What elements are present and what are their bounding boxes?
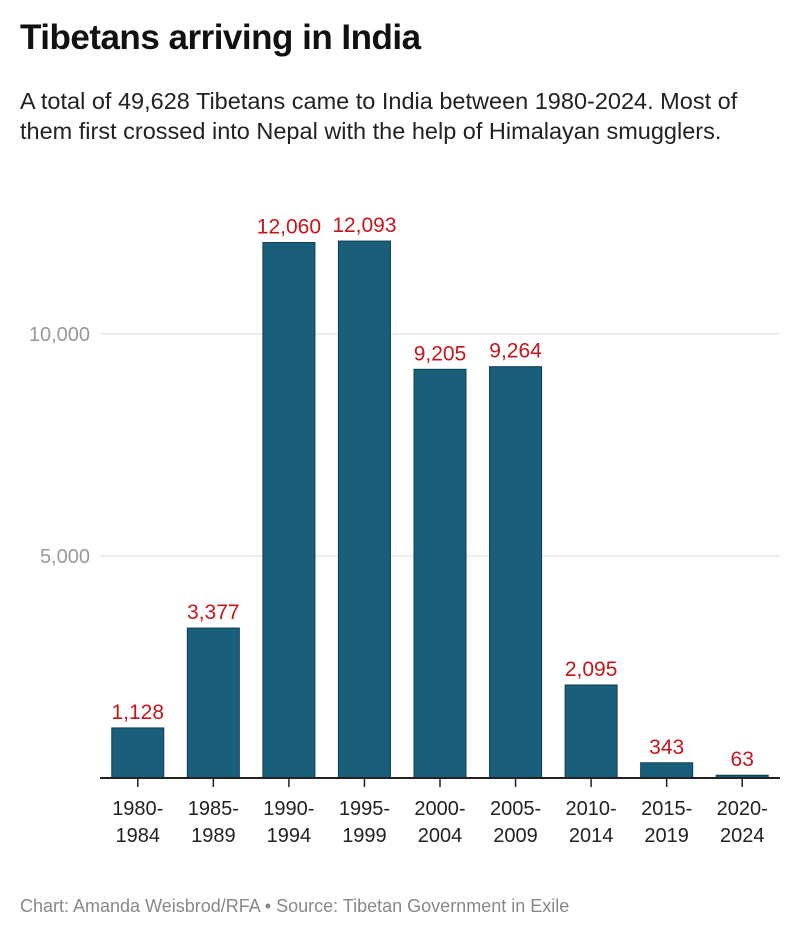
bar xyxy=(489,366,543,779)
x-tick-label: 2015- xyxy=(641,798,692,820)
bar xyxy=(337,240,391,779)
x-tick-label: 2020- xyxy=(717,798,768,820)
data-label: 12,093 xyxy=(332,214,396,237)
bar xyxy=(262,242,316,779)
x-tick-label: 1990- xyxy=(263,798,314,820)
x-tick-label: 1980- xyxy=(112,798,163,820)
data-label: 343 xyxy=(649,736,684,759)
data-label: 3,377 xyxy=(187,601,240,624)
y-tick-label: 10,000 xyxy=(29,324,90,346)
bar xyxy=(413,368,467,779)
chart-title: Tibetans arriving in India xyxy=(20,18,421,57)
x-tick-label: 2004 xyxy=(418,825,463,847)
x-tick-label: 1999 xyxy=(342,825,387,847)
x-tick-label: 1989 xyxy=(191,825,236,847)
y-tick-label: 5,000 xyxy=(40,546,90,568)
data-label: 1,128 xyxy=(111,701,164,724)
x-tick-label: 2009 xyxy=(493,825,538,847)
x-tick-label: 2005- xyxy=(490,798,541,820)
bar xyxy=(186,627,240,779)
data-label: 9,264 xyxy=(489,340,542,363)
data-label: 63 xyxy=(731,748,754,771)
data-label: 2,095 xyxy=(565,658,618,681)
bar xyxy=(640,762,694,779)
x-tick-label: 2000- xyxy=(414,798,465,820)
x-tick-label: 2024 xyxy=(720,825,765,847)
chart-credit: Chart: Amanda Weisbrod/RFA • Source: Tib… xyxy=(20,896,570,916)
bar xyxy=(564,684,618,779)
data-label: 12,060 xyxy=(257,216,321,239)
x-tick-label: 2019 xyxy=(644,825,689,847)
x-tick-label: 2014 xyxy=(569,825,614,847)
data-label: 9,205 xyxy=(414,342,467,365)
chart-subtitle: A total of 49,628 Tibetans came to India… xyxy=(20,88,738,144)
x-tick-label: 2010- xyxy=(566,798,617,820)
bar xyxy=(111,727,165,779)
x-tick-label: 1984 xyxy=(116,825,161,847)
x-tick-label: 1985- xyxy=(188,798,239,820)
x-tick-label: 1994 xyxy=(267,825,312,847)
x-tick-label: 1995- xyxy=(339,798,390,820)
